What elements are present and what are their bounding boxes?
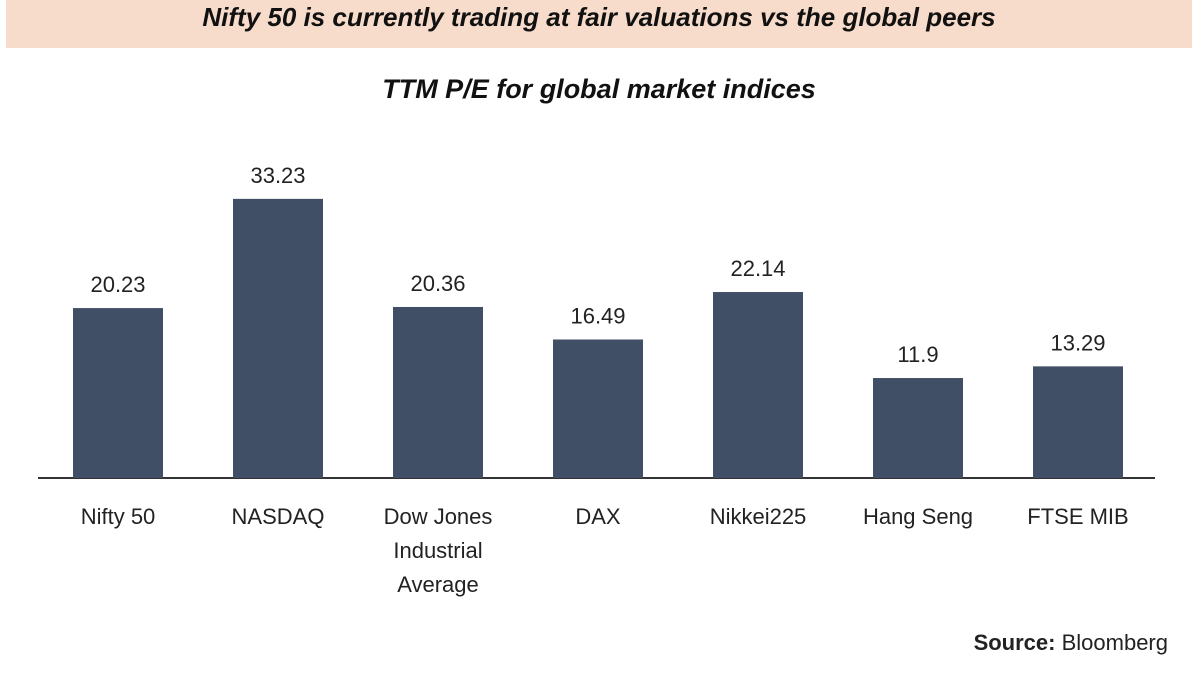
source-label: Source: bbox=[973, 630, 1056, 655]
bar-value-label: 22.14 bbox=[730, 256, 785, 281]
bar bbox=[1033, 366, 1123, 478]
bar bbox=[873, 378, 963, 478]
bar-value-label: 20.36 bbox=[410, 271, 465, 296]
source-note: Source: Bloomberg bbox=[974, 630, 1168, 656]
bar bbox=[553, 339, 643, 478]
bar-value-label: 16.49 bbox=[570, 303, 625, 328]
bar bbox=[73, 308, 163, 478]
bar bbox=[713, 292, 803, 478]
category-label: Dow Jones Industrial Average bbox=[384, 504, 493, 597]
bar-value-label: 13.29 bbox=[1050, 330, 1105, 355]
category-label: Hang Seng bbox=[863, 504, 973, 529]
category-label: DAX bbox=[575, 504, 621, 529]
bar-value-label: 11.9 bbox=[897, 342, 938, 367]
category-label: Nikkei225 bbox=[710, 504, 807, 529]
bar-value-label: 33.23 bbox=[250, 163, 305, 188]
category-label: NASDAQ bbox=[232, 504, 325, 529]
header-banner: Nifty 50 is currently trading at fair va… bbox=[6, 0, 1192, 48]
chart-title: TTM P/E for global market indices bbox=[382, 74, 816, 104]
bar bbox=[393, 306, 483, 478]
category-label: FTSE MIB bbox=[1027, 504, 1128, 529]
source-value: Bloomberg bbox=[1055, 630, 1168, 655]
category-label: Nifty 50 bbox=[81, 504, 156, 529]
bar-value-label: 20.23 bbox=[90, 272, 145, 297]
bar bbox=[233, 198, 323, 479]
banner-title: Nifty 50 is currently trading at fair va… bbox=[202, 1, 996, 32]
